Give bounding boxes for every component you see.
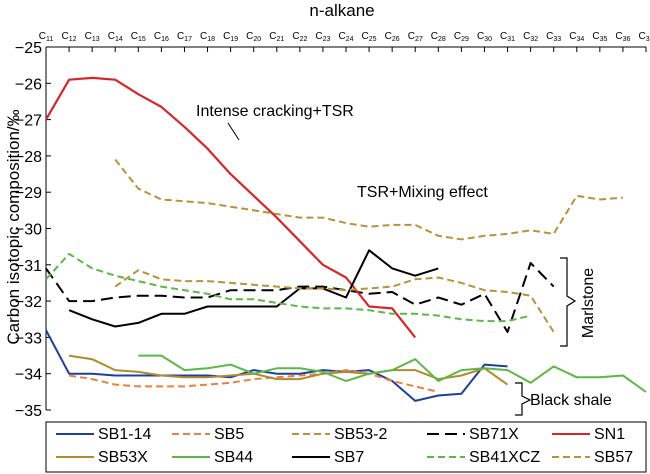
legend-label-sb7: SB7 [334, 449, 364, 466]
legend-label-sn1: SN1 [594, 426, 625, 443]
x-tick-label: C26 [385, 31, 400, 43]
x-axis-ticks: C11 C12 C13 C14 C15 C16 C17 C18 C19 C20 C21 C22 C23 C… [39, 31, 650, 52]
y-tick-label: −26 [15, 76, 42, 93]
legend-label-sb44: SB44 [214, 449, 253, 466]
y-axis-ticks: −25 −26 −27 −28 −29 −30 −31 −32 −33 −34 −35 [15, 40, 51, 420]
x-tick-label: C17 [177, 31, 192, 43]
x-tick-label: C29 [454, 31, 469, 43]
series-line-sb41xcz [45, 252, 531, 323]
x-tick-label: C21 [269, 31, 284, 43]
legend-label-sb53-2: SB53-2 [334, 426, 387, 443]
legend: SB1-14 SB5 SB53-2 SB71X SN1 SB53X SB44 SB7 SB41X… [45, 421, 647, 473]
annotation-black-shale: Black shale [530, 392, 612, 409]
legend-label-sb71x: SB71X [469, 426, 519, 443]
y-axis-title: Carbon isotopic composition/‰ [4, 109, 23, 344]
legend-label-sb41xcz: SB41XCZ [469, 449, 540, 466]
legend-box [45, 421, 647, 473]
y-tick-label: −33 [15, 330, 42, 347]
x-tick-label: C11 [39, 31, 54, 43]
x-tick-label: C22 [292, 31, 307, 43]
x-tick-label: C14 [108, 31, 123, 43]
x-tick-label: C20 [246, 31, 261, 43]
marlstone-bracket [560, 257, 577, 347]
series-line-sb5 [68, 369, 439, 393]
x-tick-label: C28 [431, 31, 446, 43]
y-tick-label: −27 [15, 113, 42, 130]
series-layer [45, 76, 647, 402]
x-tick-label: C32 [523, 31, 538, 43]
y-tick-label: −29 [15, 185, 42, 202]
x-tick-label: C31 [500, 31, 515, 43]
series-line-sn1 [45, 76, 417, 339]
x-tick-label: C23 [315, 31, 330, 43]
series-line-sb44 [138, 354, 647, 393]
black-shale-bracket [515, 382, 532, 416]
series-line-sb7 [68, 249, 439, 328]
y-tick-label: −34 [15, 367, 42, 384]
x-tick-label: C34 [569, 31, 584, 43]
x-tick-label: C16 [154, 31, 169, 43]
x-tick-label: C33 [546, 31, 561, 43]
series-line-sb57 [114, 269, 555, 333]
annotation-leader-line [227, 122, 240, 141]
series-line-sb1-14 [45, 329, 508, 402]
x-tick-label: C13 [85, 31, 100, 43]
x-tick-label: C30 [477, 31, 492, 43]
x-tick-label: C24 [338, 31, 353, 43]
y-tick-label: −25 [15, 40, 42, 57]
legend-label-sb53x: SB53X [98, 449, 148, 466]
legend-label-sb57: SB57 [594, 449, 633, 466]
x-tick-label: C35 [592, 31, 607, 43]
legend-label-sb1-14: SB1-14 [98, 426, 151, 443]
legend-label-sb5: SB5 [214, 426, 244, 443]
y-tick-label: −31 [15, 258, 42, 275]
y-tick-label: −35 [15, 403, 42, 420]
y-tick-label: −32 [15, 294, 42, 311]
x-tick-label: C27 [408, 31, 423, 43]
x-tick-label: C37 [638, 31, 650, 43]
y-tick-label: −30 [15, 222, 42, 239]
y-tick-label: −28 [15, 149, 42, 166]
x-tick-label: C18 [200, 31, 215, 43]
annotation-intense-cracking: Intense cracking+TSR [196, 103, 354, 120]
x-tick-label: C25 [362, 31, 377, 43]
x-tick-label: C12 [62, 31, 77, 43]
annotation-tsr-mixing: TSR+Mixing effect [357, 184, 488, 201]
annotation-marlstone: Marlstone [580, 268, 597, 338]
series-line-sb71x [45, 262, 555, 333]
x-tick-label: C19 [223, 31, 238, 43]
x-axis-title: n-alkane [309, 1, 374, 20]
x-tick-label: C36 [615, 31, 630, 43]
series-line-sb53-2 [114, 158, 623, 241]
x-tick-label: C15 [131, 31, 146, 43]
